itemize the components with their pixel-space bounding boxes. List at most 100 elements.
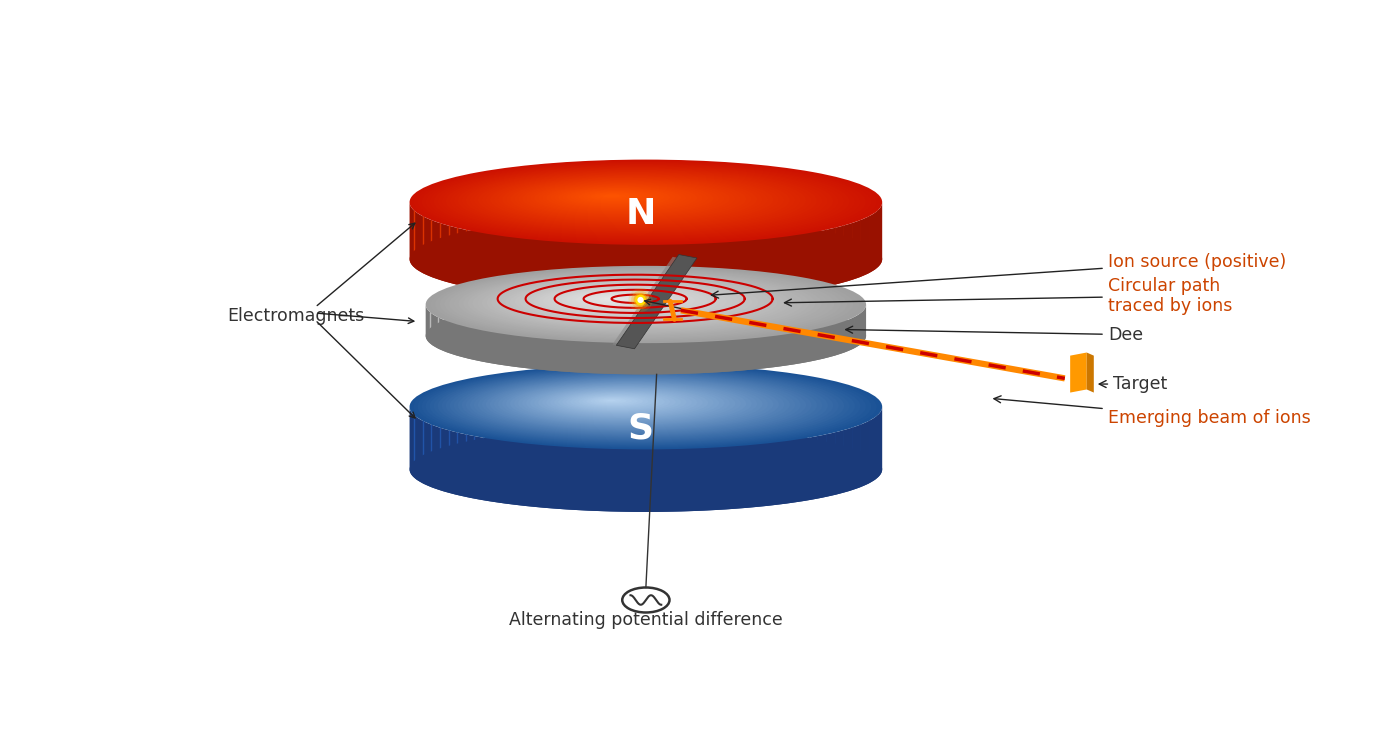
Ellipse shape xyxy=(466,374,807,435)
Ellipse shape xyxy=(538,387,708,418)
Ellipse shape xyxy=(603,297,625,301)
Ellipse shape xyxy=(486,378,779,431)
Ellipse shape xyxy=(510,280,753,323)
Ellipse shape xyxy=(582,396,649,407)
Ellipse shape xyxy=(603,399,621,402)
Text: Ion source (positive): Ion source (positive) xyxy=(711,253,1286,298)
Ellipse shape xyxy=(523,384,730,422)
Ellipse shape xyxy=(434,164,850,239)
Ellipse shape xyxy=(524,283,733,320)
Ellipse shape xyxy=(523,180,730,218)
Point xyxy=(629,294,651,306)
Ellipse shape xyxy=(413,365,877,449)
Text: Emerging beam of ions: Emerging beam of ions xyxy=(994,396,1311,427)
Ellipse shape xyxy=(542,184,703,213)
Ellipse shape xyxy=(438,369,844,443)
Ellipse shape xyxy=(449,371,827,440)
Ellipse shape xyxy=(459,272,822,335)
Ellipse shape xyxy=(446,166,833,236)
Ellipse shape xyxy=(543,286,708,315)
Polygon shape xyxy=(426,305,866,374)
Ellipse shape xyxy=(527,181,725,216)
Text: N: N xyxy=(625,196,656,230)
Ellipse shape xyxy=(457,168,816,233)
Ellipse shape xyxy=(575,292,664,308)
Ellipse shape xyxy=(466,170,807,231)
Ellipse shape xyxy=(578,395,654,408)
Ellipse shape xyxy=(493,175,768,224)
Ellipse shape xyxy=(430,163,855,240)
Ellipse shape xyxy=(430,368,855,444)
Ellipse shape xyxy=(589,294,644,304)
Ellipse shape xyxy=(491,277,778,328)
Ellipse shape xyxy=(582,190,649,203)
Ellipse shape xyxy=(590,397,638,405)
Ellipse shape xyxy=(595,295,638,303)
Ellipse shape xyxy=(514,383,742,424)
Ellipse shape xyxy=(417,161,872,243)
Ellipse shape xyxy=(534,182,714,215)
Ellipse shape xyxy=(570,189,665,206)
Ellipse shape xyxy=(538,286,714,317)
Ellipse shape xyxy=(571,292,669,308)
Ellipse shape xyxy=(449,270,834,337)
Ellipse shape xyxy=(474,376,796,434)
Ellipse shape xyxy=(478,172,790,228)
Ellipse shape xyxy=(586,191,643,201)
Text: Target: Target xyxy=(1099,375,1167,393)
Ellipse shape xyxy=(563,187,675,207)
Ellipse shape xyxy=(559,391,681,413)
Ellipse shape xyxy=(506,382,751,426)
Ellipse shape xyxy=(426,297,866,374)
Ellipse shape xyxy=(607,400,615,401)
Ellipse shape xyxy=(590,192,638,201)
Ellipse shape xyxy=(599,296,632,302)
Ellipse shape xyxy=(527,385,725,421)
Ellipse shape xyxy=(489,379,773,430)
Ellipse shape xyxy=(603,194,621,198)
Ellipse shape xyxy=(514,281,746,322)
Ellipse shape xyxy=(439,269,847,339)
Ellipse shape xyxy=(581,293,657,306)
Ellipse shape xyxy=(453,271,827,337)
Ellipse shape xyxy=(510,178,746,221)
Ellipse shape xyxy=(410,216,881,302)
Ellipse shape xyxy=(574,394,660,409)
Ellipse shape xyxy=(554,186,686,210)
Ellipse shape xyxy=(426,266,866,343)
Polygon shape xyxy=(1070,353,1087,393)
Ellipse shape xyxy=(529,386,719,420)
Ellipse shape xyxy=(435,267,854,341)
Ellipse shape xyxy=(570,393,665,410)
Ellipse shape xyxy=(574,190,660,204)
Ellipse shape xyxy=(498,380,762,428)
Ellipse shape xyxy=(585,294,651,306)
Ellipse shape xyxy=(410,364,881,449)
Ellipse shape xyxy=(557,289,689,312)
Ellipse shape xyxy=(586,396,643,407)
Ellipse shape xyxy=(599,193,626,199)
Ellipse shape xyxy=(496,278,771,326)
Text: Electromagnets: Electromagnets xyxy=(227,307,365,325)
Ellipse shape xyxy=(552,288,696,313)
Ellipse shape xyxy=(462,373,812,437)
Ellipse shape xyxy=(438,165,844,238)
Ellipse shape xyxy=(413,160,877,244)
Ellipse shape xyxy=(498,176,762,224)
Ellipse shape xyxy=(426,162,861,241)
Ellipse shape xyxy=(457,373,816,438)
Ellipse shape xyxy=(563,392,675,412)
Polygon shape xyxy=(613,257,683,347)
Ellipse shape xyxy=(506,280,758,324)
Ellipse shape xyxy=(559,187,681,209)
Ellipse shape xyxy=(489,174,773,225)
Ellipse shape xyxy=(607,195,615,197)
Ellipse shape xyxy=(482,377,784,432)
Ellipse shape xyxy=(473,274,802,332)
Ellipse shape xyxy=(542,388,703,417)
Ellipse shape xyxy=(477,275,797,331)
Ellipse shape xyxy=(431,266,859,342)
Text: S: S xyxy=(628,412,654,446)
Ellipse shape xyxy=(500,279,765,325)
Ellipse shape xyxy=(578,190,654,204)
